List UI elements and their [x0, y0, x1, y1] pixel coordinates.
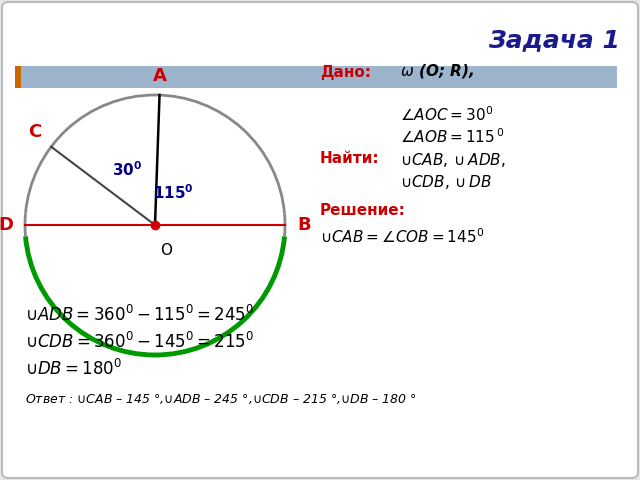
- Text: $\cup DB=180^0$: $\cup DB=180^0$: [25, 359, 122, 379]
- Text: $\cup CDB = 360^0-145^0=215^0$: $\cup CDB = 360^0-145^0=215^0$: [25, 332, 254, 352]
- Text: D: D: [0, 216, 13, 234]
- Text: $\angle AOB=115^{\,0}$: $\angle AOB=115^{\,0}$: [400, 127, 504, 146]
- Text: O: O: [160, 243, 172, 258]
- Text: Решение:: Решение:: [320, 203, 406, 218]
- Text: A: A: [152, 67, 166, 85]
- Text: C: C: [28, 123, 41, 141]
- Text: $\cup CDB,\cup DB$: $\cup CDB,\cup DB$: [400, 173, 492, 191]
- Text: $\cup CAB = \angle COB = 145^0$: $\cup CAB = \angle COB = 145^0$: [320, 227, 484, 246]
- Bar: [15, 66, 617, 88]
- Text: Задача 1: Задача 1: [488, 28, 620, 52]
- Text: $\mathbf{115^0}$: $\mathbf{115^0}$: [152, 184, 193, 203]
- Text: $\cup CAB,\cup ADB,$: $\cup CAB,\cup ADB,$: [400, 151, 506, 169]
- Text: $\mathbf{30^0}$: $\mathbf{30^0}$: [112, 161, 142, 180]
- Text: Дано:: Дано:: [320, 65, 371, 80]
- Text: $\omega$ (O; R),: $\omega$ (O; R),: [400, 62, 474, 80]
- Text: B: B: [297, 216, 310, 234]
- Text: $Ответ$ : $\cup CAB$ – 145 °,$\cup ADB$ – 245 °,$\cup CDB$ – 215 °,$\cup DB$ – 1: $Ответ$ : $\cup CAB$ – 145 °,$\cup ADB$ …: [25, 392, 417, 406]
- Text: $\cup ADB = 360^0-115^0=245^0$: $\cup ADB = 360^0-115^0=245^0$: [25, 305, 254, 325]
- Bar: [15, 66, 21, 88]
- Text: $\angle AOC=30^0$: $\angle AOC=30^0$: [400, 105, 493, 124]
- Text: Найти:: Найти:: [320, 151, 380, 166]
